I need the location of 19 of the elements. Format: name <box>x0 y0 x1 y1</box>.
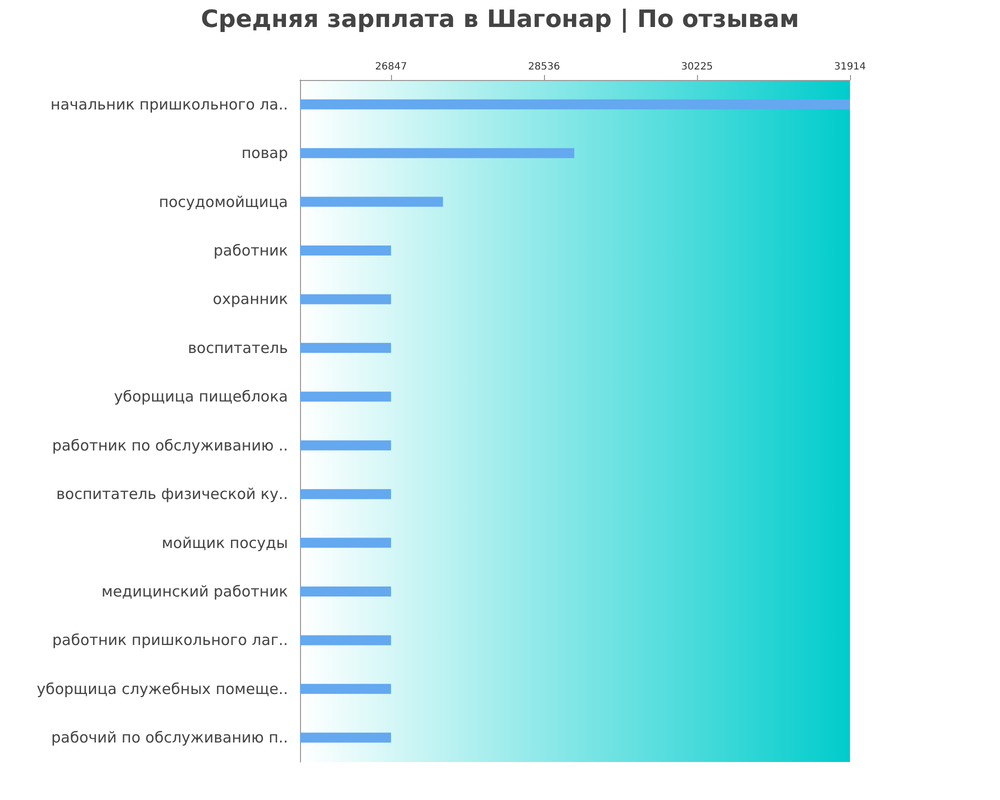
y-tick-label: работник по обслуживанию .. <box>52 436 288 454</box>
y-tick-label: рабочий по обслуживанию п.. <box>51 728 288 747</box>
y-tick-label: посудомойщица <box>158 192 288 211</box>
y-tick-label: повар <box>241 144 288 162</box>
y-tick-label: уборщица служебных помеще.. <box>36 680 288 698</box>
y-tick-label: охранник <box>212 290 288 308</box>
chart-title: Средняя зарплата в Шагонар | По отзывам <box>200 5 800 33</box>
x-tick-label: 30225 <box>681 62 713 72</box>
x-tick-label: 31914 <box>834 62 866 72</box>
x-tick-label: 28536 <box>528 62 560 72</box>
y-tick-label: воспитатель физической ку.. <box>56 485 288 504</box>
y-tick-label: работник <box>214 242 288 260</box>
y-tick-label: начальник пришкольного ла.. <box>50 95 288 114</box>
y-tick-label: работник пришкольного лаг.. <box>52 631 288 650</box>
y-tick-label: воспитатель <box>188 338 288 357</box>
y-tick-label: уборщица пищеблока <box>114 388 288 406</box>
y-tick-label: медицинский работник <box>102 582 288 600</box>
x-tick-label: 26847 <box>375 62 407 72</box>
y-tick-label: мойщик посуды <box>162 534 288 552</box>
